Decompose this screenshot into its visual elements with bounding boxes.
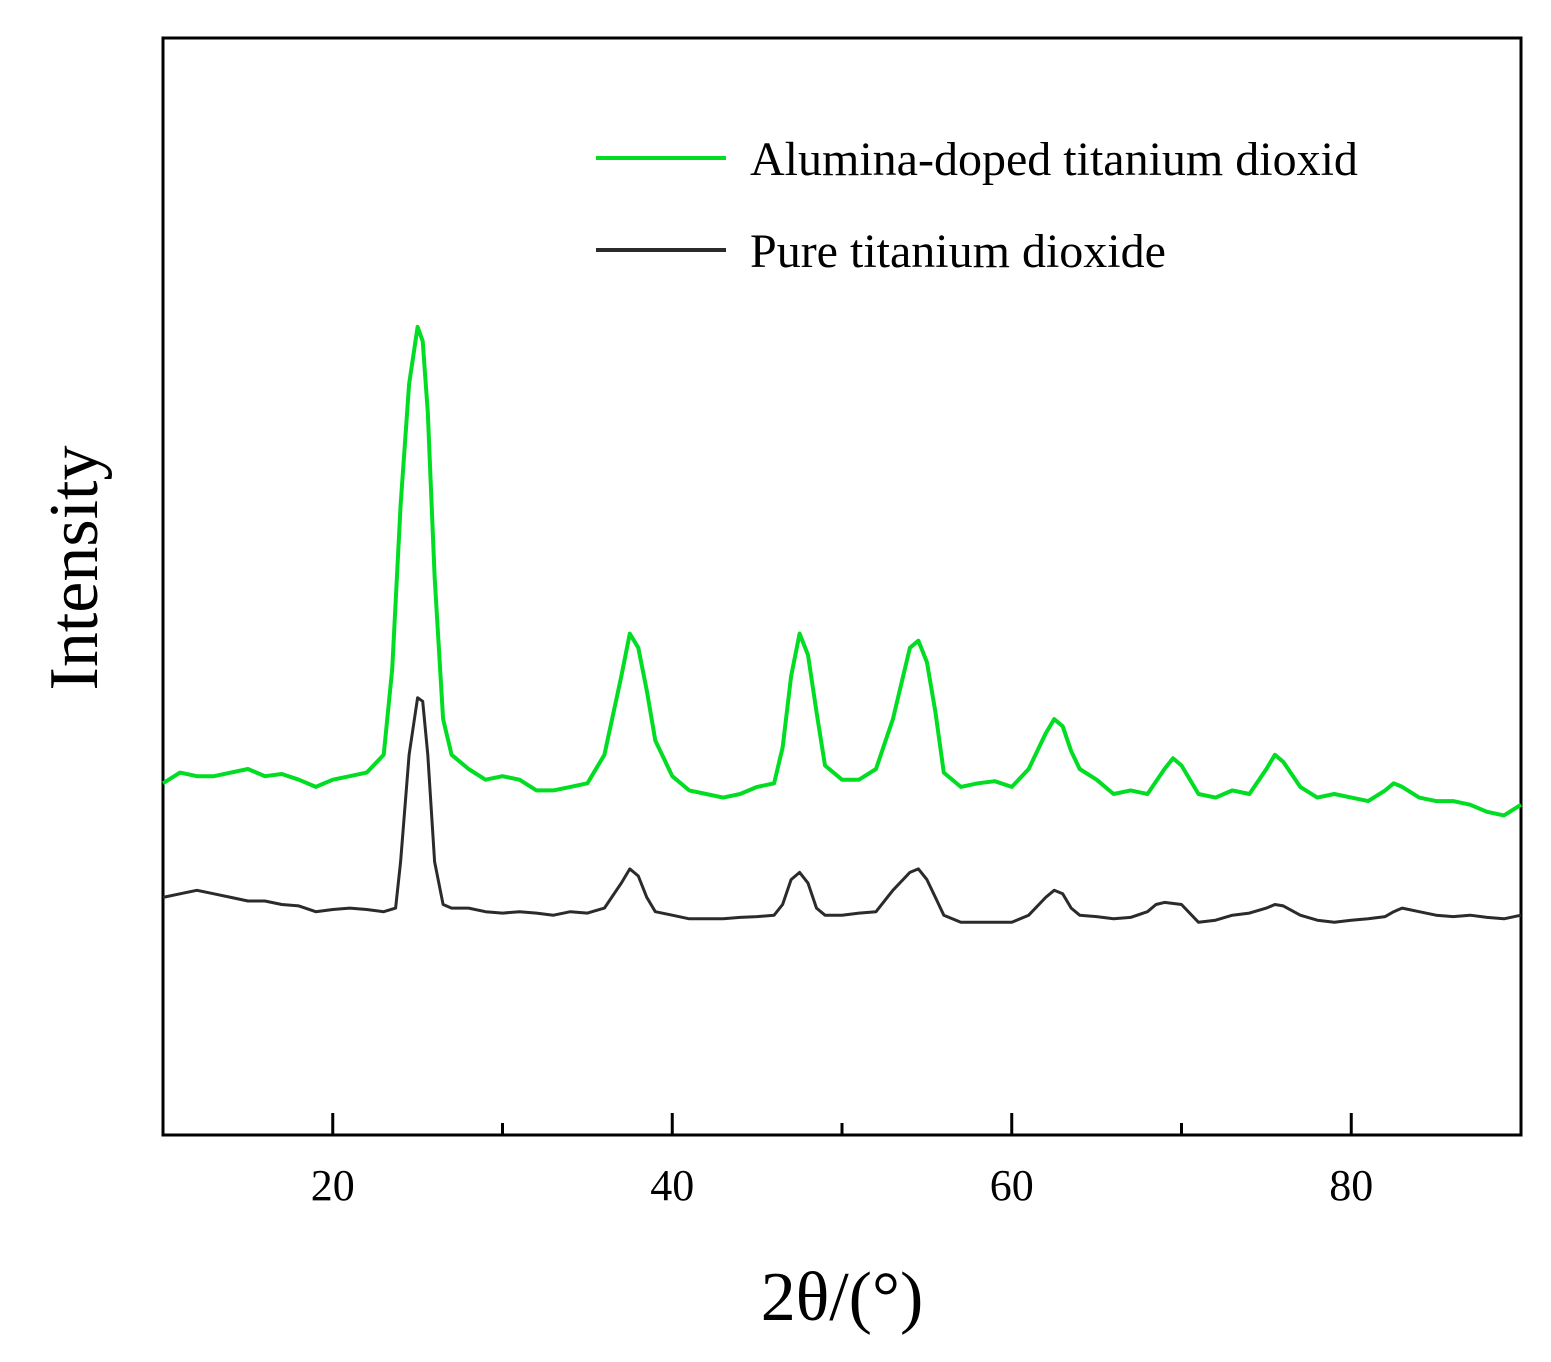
legend-label-alumina-doped: Alumina-doped titanium dioxid — [750, 133, 1358, 186]
x-axis-title: 2θ/(°) — [761, 1259, 924, 1336]
series-line-pure — [162, 696, 1522, 924]
x-tick-label: 60 — [990, 1161, 1034, 1210]
series-line-alumina-doped — [161, 324, 1523, 818]
x-tick-label: 80 — [1329, 1161, 1373, 1210]
x-tick-label: 40 — [650, 1161, 694, 1210]
x-axis-ticks — [331, 1113, 1353, 1135]
x-tick-label: 20 — [311, 1161, 355, 1210]
y-axis-title: Intensity — [36, 446, 113, 691]
legend-label-pure: Pure titanium dioxide — [750, 225, 1166, 278]
x-axis-tick-labels: 20 40 60 80 — [311, 1161, 1374, 1210]
legend: Alumina-doped titanium dioxid Pure titani… — [596, 133, 1358, 278]
series-layer — [161, 324, 1523, 924]
plot-frame — [161, 36, 1523, 1137]
